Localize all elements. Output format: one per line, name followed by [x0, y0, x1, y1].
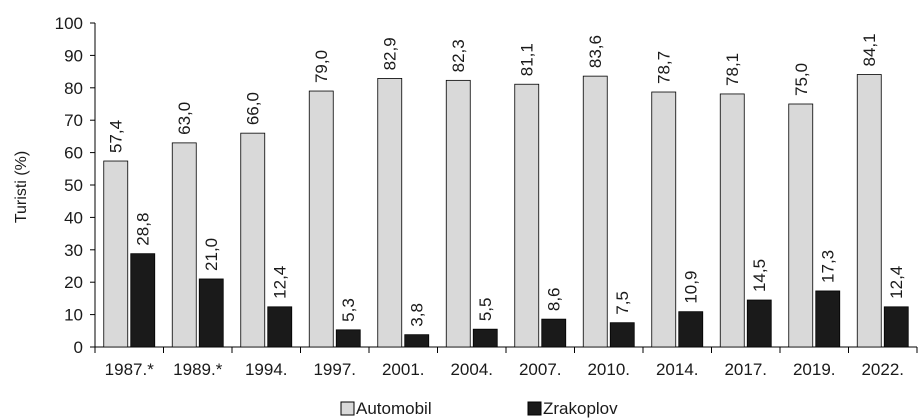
data-label-automobil: 66,0 [244, 92, 263, 125]
x-tick-label: 2001. [382, 360, 425, 379]
data-label-zrakoplov: 12,4 [271, 266, 290, 299]
x-tick-label: 2017. [724, 360, 767, 379]
data-label-automobil: 63,0 [175, 102, 194, 135]
x-tick-label: 2004. [450, 360, 493, 379]
x-tick-label: 1987.* [105, 360, 155, 379]
y-tick-label: 40 [64, 208, 83, 227]
bar-zrakoplov [746, 299, 772, 348]
bar-zrakoplov [815, 290, 841, 348]
x-tick-label: 1997. [313, 360, 356, 379]
y-tick-label: 100 [55, 14, 83, 33]
data-label-automobil: 57,4 [107, 120, 126, 153]
data-label-automobil: 75,0 [792, 63, 811, 96]
plot-area: 0 10 20 30 40 50 60 70 80 90 100 1987.* 57,4 28,8 1989… [55, 14, 918, 379]
bar-automobil [377, 78, 403, 348]
bar-automobil [582, 75, 608, 348]
data-label-zrakoplov: 12,4 [887, 266, 906, 299]
data-label-automobil: 83,6 [586, 35, 605, 68]
y-tick-label: 90 [64, 46, 83, 65]
x-tick-label: 1994. [245, 360, 288, 379]
bar-automobil [103, 160, 129, 348]
bar-automobil [514, 83, 540, 348]
bar-automobil [240, 132, 266, 348]
legend-swatch-automobil [340, 401, 355, 416]
y-tick-label: 50 [64, 176, 83, 195]
bar-automobil [719, 93, 745, 348]
bar-automobil [856, 74, 882, 348]
legend-label-automobil: Automobil [356, 399, 432, 418]
bar-automobil [308, 90, 334, 348]
legend: Automobil Zrakoplov [340, 399, 618, 418]
x-tick-label: 2022. [861, 360, 904, 379]
legend-item-zrakoplov: Zrakoplov [527, 399, 618, 418]
x-tick-label: 2007. [519, 360, 562, 379]
y-axis-title: Turisti (%) [13, 151, 30, 223]
bar-zrakoplov [130, 253, 156, 348]
data-label-zrakoplov: 17,3 [819, 250, 838, 283]
bar-zrakoplov [609, 322, 635, 348]
legend-swatch-zrakoplov [527, 401, 542, 416]
data-label-automobil: 82,9 [381, 37, 400, 70]
bar-automobil [445, 79, 471, 348]
data-label-automobil: 78,1 [723, 53, 742, 86]
data-label-automobil: 82,3 [449, 39, 468, 72]
bar-zrakoplov [335, 329, 361, 348]
y-tick-label: 70 [64, 111, 83, 130]
data-label-zrakoplov: 14,5 [750, 259, 769, 292]
data-label-automobil: 81,1 [518, 43, 537, 76]
data-label-automobil: 78,7 [655, 51, 674, 84]
bar-zrakoplov [541, 318, 567, 348]
x-tick-label: 2014. [656, 360, 699, 379]
y-tick-label: 10 [64, 306, 83, 325]
data-label-automobil: 79,0 [312, 50, 331, 83]
y-tick-label: 60 [64, 144, 83, 163]
y-tick-label: 80 [64, 79, 83, 98]
bar-zrakoplov [883, 306, 909, 348]
bar-zrakoplov [678, 311, 704, 348]
x-tick-label: 1989.* [173, 360, 223, 379]
data-label-zrakoplov: 7,5 [613, 291, 632, 315]
bar-zrakoplov [198, 278, 224, 348]
data-label-zrakoplov: 8,6 [545, 287, 564, 311]
y-tick-label: 30 [64, 241, 83, 260]
bar-zrakoplov [472, 328, 498, 348]
data-label-automobil: 84,1 [860, 33, 879, 66]
y-tick-label: 0 [74, 338, 83, 357]
x-tick-label: 2019. [793, 360, 836, 379]
data-label-zrakoplov: 3,8 [408, 303, 427, 327]
bar-automobil [788, 103, 814, 348]
x-tick-label: 2010. [587, 360, 630, 379]
bar-automobil [171, 142, 197, 348]
bar-zrakoplov [404, 334, 430, 348]
y-tick-label: 20 [64, 273, 83, 292]
data-label-zrakoplov: 28,8 [134, 213, 153, 246]
data-label-zrakoplov: 5,3 [339, 298, 358, 322]
data-label-zrakoplov: 5,5 [476, 298, 495, 322]
legend-item-automobil: Automobil [340, 399, 432, 418]
legend-label-zrakoplov: Zrakoplov [543, 399, 618, 418]
data-label-zrakoplov: 21,0 [202, 238, 221, 271]
bar-automobil [651, 91, 677, 348]
bar-zrakoplov [267, 306, 293, 348]
data-label-zrakoplov: 10,9 [682, 271, 701, 304]
